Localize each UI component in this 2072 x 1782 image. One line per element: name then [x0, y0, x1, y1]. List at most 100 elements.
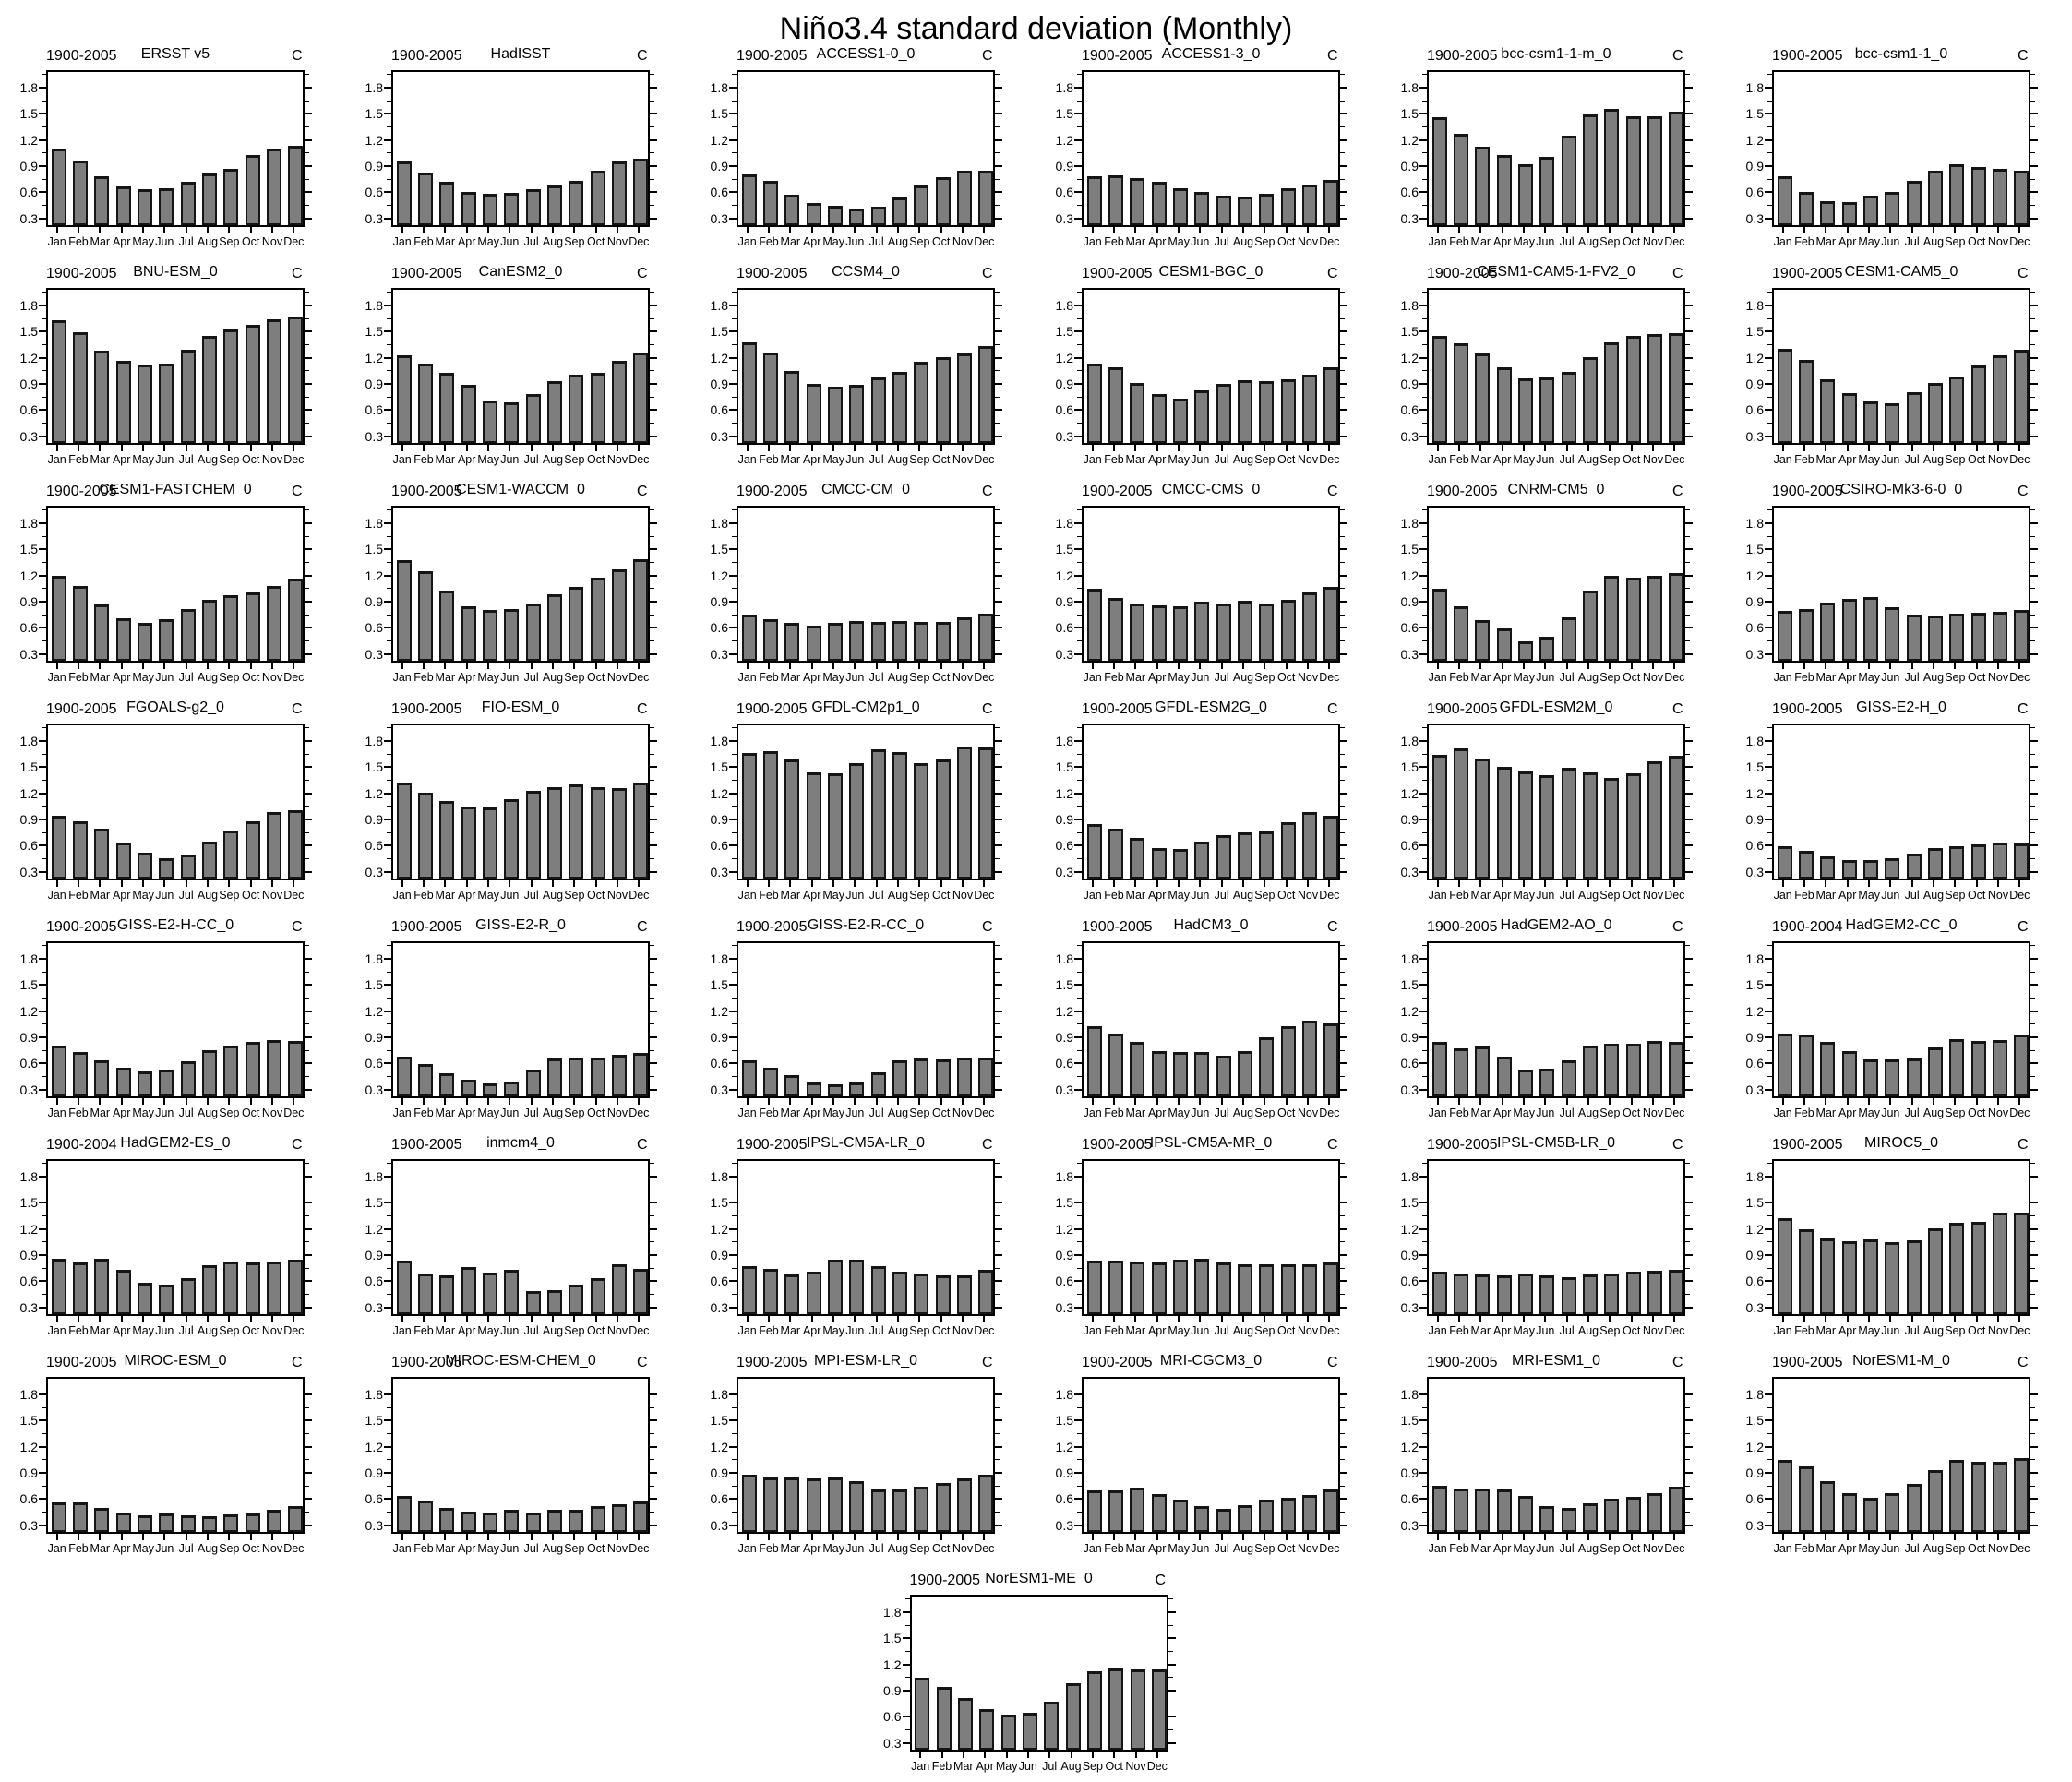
x-tick	[1997, 880, 1999, 887]
x-tick	[1868, 880, 1870, 887]
model-title: NorESM1-ME_0	[985, 1571, 1093, 1586]
bar-oct	[1970, 844, 1986, 879]
chart-panel: 1900-2005 MIROC5_0 C 0.3 0.6 0.9 1.2 1.5 1.8 Jan F…	[1726, 1130, 2071, 1347]
x-tick	[142, 1316, 144, 1322]
bar-mar	[1130, 1262, 1145, 1314]
y-minor-tick	[2030, 727, 2035, 729]
bar-jul	[1561, 371, 1576, 443]
x-tick	[1565, 1534, 1568, 1540]
unit-label: C	[1327, 701, 1338, 717]
bar-nov	[1647, 576, 1662, 661]
y-tick-label: 0.3	[19, 1517, 38, 1533]
bar-apr	[1841, 1493, 1857, 1532]
x-tick	[1178, 880, 1180, 887]
x-tick	[854, 1316, 856, 1322]
bar-jul	[180, 609, 196, 661]
y-minor-tick	[650, 1214, 654, 1216]
bar-aug	[202, 1516, 217, 1532]
unit-label: C	[1672, 48, 1683, 64]
y-minor-tick	[995, 343, 1000, 345]
x-tick-label: Jan	[1083, 235, 1102, 248]
model-title: GISS-E2-R_0	[475, 917, 566, 933]
x-tick	[1523, 880, 1525, 887]
y-minor-tick	[1340, 535, 1345, 537]
x-tick	[1652, 1316, 1654, 1322]
x-tick-label: Feb	[759, 1324, 779, 1337]
x-tick-label: Apr	[1492, 453, 1512, 466]
x-tick-label: Jun	[155, 1324, 174, 1337]
x-tick	[1156, 227, 1158, 233]
y-tick-label: 0.6	[1400, 620, 1419, 636]
period-label: 1900-2005	[1082, 1355, 1153, 1370]
x-tick	[207, 1316, 209, 1322]
y-major-tick	[384, 1088, 391, 1091]
y-minor-tick	[732, 178, 737, 180]
bar-dec	[1151, 1669, 1167, 1750]
x-tick	[1328, 445, 1331, 451]
bar-may	[1000, 1715, 1016, 1750]
y-major-tick	[2030, 382, 2038, 385]
bar-jan	[396, 1496, 412, 1532]
bar-oct	[935, 1274, 951, 1314]
y-minor-tick	[1340, 1075, 1345, 1077]
x-tick	[1285, 1098, 1288, 1105]
y-minor-tick	[2030, 152, 2035, 154]
y-tick-label: 1.2	[365, 1003, 383, 1019]
x-tick	[1954, 1098, 1957, 1105]
y-tick-label: 0.9	[1055, 1029, 1073, 1045]
y-minor-tick	[1685, 971, 1690, 973]
y-minor-tick	[387, 1023, 391, 1025]
chart-panel: 1900-2005 NorESM1-ME_0 C 0.3 0.6 0.9 1.2 1.5 1.8…	[864, 1565, 1209, 1782]
x-tick-label: Feb	[1794, 1106, 1814, 1119]
y-major-tick	[1765, 1010, 1772, 1012]
x-tick-label: Nov	[1642, 1106, 1664, 1119]
y-major-tick	[1685, 870, 1693, 873]
y-tick-label: 0.9	[19, 593, 38, 609]
x-tick-label: Aug	[542, 235, 564, 248]
y-major-tick	[1074, 574, 1082, 577]
y-major-tick	[729, 1280, 737, 1283]
y-major-tick	[1685, 792, 1693, 795]
bar-apr	[461, 384, 476, 443]
x-tick-label: Jun	[1191, 889, 1210, 902]
y-minor-tick	[995, 509, 1000, 511]
x-tick-label: Nov	[606, 1324, 629, 1337]
x-tick	[1910, 880, 1913, 887]
y-major-tick	[995, 766, 1002, 769]
bar-feb	[1454, 1048, 1468, 1096]
x-tick	[1868, 1316, 1870, 1322]
x-tick-label: May	[477, 1324, 499, 1337]
x-tick	[2018, 1316, 2021, 1322]
y-major-tick	[1074, 113, 1082, 115]
x-tick-label: Jun	[1881, 235, 1900, 248]
x-tick	[1113, 880, 1115, 887]
x-tick-label: Mar	[1815, 1542, 1837, 1555]
y-minor-tick	[650, 317, 654, 319]
y-major-tick	[1419, 574, 1427, 577]
x-tick-label: Sep	[1599, 1106, 1621, 1119]
x-tick	[78, 445, 79, 451]
bar-mar	[784, 1274, 800, 1314]
unit-label: C	[982, 48, 993, 64]
bar-nov	[612, 1503, 627, 1532]
y-major-tick	[1074, 870, 1082, 873]
x-tick	[1458, 227, 1460, 233]
bar-nov	[612, 787, 627, 879]
x-tick-label: Oct	[586, 1324, 605, 1337]
x-tick-label: Nov	[261, 1324, 283, 1337]
x-tick-label: Apr	[802, 1542, 821, 1555]
y-tick-label: 0.6	[1400, 838, 1419, 854]
y-minor-tick	[650, 1406, 654, 1408]
bar-apr	[1151, 394, 1167, 443]
x-tick	[465, 880, 468, 887]
x-tick	[1113, 227, 1115, 233]
y-major-tick	[729, 113, 737, 115]
y-minor-tick	[1422, 396, 1427, 398]
y-major-tick	[1685, 521, 1693, 524]
y-major-tick	[384, 138, 391, 141]
x-tick-label: Feb	[68, 453, 89, 466]
y-major-tick	[1419, 1498, 1427, 1501]
bar-may	[138, 189, 152, 225]
y-minor-tick	[1077, 1214, 1082, 1216]
bar-dec	[1669, 572, 1684, 661]
